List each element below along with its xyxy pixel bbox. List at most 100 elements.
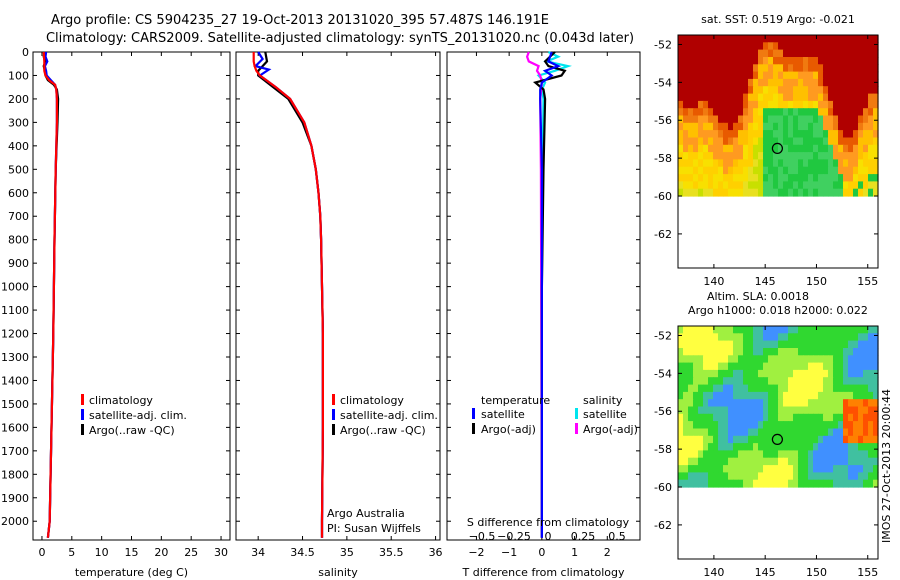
field-cell (813, 479, 819, 488)
field-cell (858, 152, 864, 160)
field-cell (828, 100, 834, 109)
field-cell (873, 144, 879, 153)
field-cell (708, 86, 714, 95)
x-tick-label: 0 (538, 546, 545, 559)
field-cell (723, 122, 729, 131)
field-cell (868, 159, 874, 168)
field-cell (693, 42, 699, 51)
field-cell (828, 49, 834, 58)
field-cell (728, 152, 734, 160)
field-cell (843, 399, 849, 408)
field-cell (858, 384, 864, 393)
field-cell (808, 115, 814, 124)
field-cell (863, 435, 869, 444)
field-cell (818, 384, 824, 393)
field-cell (868, 362, 874, 371)
field-cell (798, 465, 804, 473)
field-cell (773, 181, 779, 190)
field-cell (818, 174, 824, 182)
field-cell (798, 369, 804, 378)
field-cell (678, 57, 684, 65)
field-cell (773, 428, 779, 437)
x-tick-label: 20 (154, 546, 168, 559)
field-cell (698, 472, 704, 481)
field-cell (853, 450, 859, 459)
field-cell (858, 137, 864, 146)
field-cell (738, 421, 744, 429)
field-cell (818, 115, 824, 124)
field-cell (763, 435, 769, 444)
field-cell (723, 152, 729, 160)
legend-swatch (332, 394, 335, 405)
field-cell (778, 100, 784, 109)
field-cell (863, 78, 869, 87)
legend-swatch (575, 408, 578, 419)
field-cell (773, 152, 779, 160)
field-cell (853, 457, 859, 466)
field-cell (863, 333, 869, 342)
field-cell (783, 428, 789, 437)
field-cell (788, 326, 794, 334)
field-cell (823, 369, 829, 378)
field-cell (703, 100, 709, 109)
field-cell (758, 457, 764, 466)
field-cell (803, 100, 809, 109)
field-cell (843, 152, 849, 160)
field-cell (728, 465, 734, 473)
argo-position-marker (771, 433, 783, 446)
field-cell (733, 93, 739, 102)
field-cell (873, 49, 879, 58)
field-cell (833, 340, 839, 349)
field-cell (698, 86, 704, 95)
field-cell (808, 100, 814, 109)
field-cell (763, 64, 769, 73)
field-cell (813, 326, 819, 334)
field-cell (783, 472, 789, 481)
field-cell (798, 64, 804, 73)
field-cell (833, 64, 839, 73)
field-cell (813, 64, 819, 73)
field-cell (698, 137, 704, 146)
field-cell (753, 108, 759, 117)
field-cell (788, 472, 794, 481)
field-cell (838, 115, 844, 124)
field-cell (683, 108, 689, 117)
field-cell (818, 144, 824, 153)
field-cell (738, 472, 744, 481)
field-cell (823, 174, 829, 182)
field-cell (848, 399, 854, 408)
field-cell (798, 86, 804, 95)
imos-stamp: IMOS 27-Oct-2013 20:00:44 (880, 389, 893, 543)
field-cell (873, 377, 879, 386)
field-cell (793, 42, 799, 51)
field-cell (738, 78, 744, 87)
field-cell (678, 399, 684, 408)
y-tick-label: 1700 (1, 445, 29, 458)
field-cell (768, 174, 774, 182)
field-cell (708, 348, 714, 356)
field-cell (733, 465, 739, 473)
field-cell (823, 188, 829, 197)
field-cell (818, 377, 824, 386)
field-cell (848, 465, 854, 473)
field-cell (708, 49, 714, 58)
field-cell (863, 49, 869, 58)
field-cell (693, 479, 699, 488)
field-cell (738, 443, 744, 451)
field-cell (853, 472, 859, 481)
field-cell (818, 391, 824, 400)
field-cell (738, 122, 744, 131)
field-cell (738, 166, 744, 175)
x-tick-label: 36 (429, 546, 443, 559)
field-cell (688, 174, 694, 182)
field-cell (868, 137, 874, 146)
field-cell (813, 333, 819, 342)
field-cell (708, 377, 714, 386)
field-cell (708, 479, 714, 488)
field-cell (743, 450, 749, 459)
annotation-text: Argo Australia (327, 507, 405, 520)
field-cell (733, 49, 739, 58)
field-cell (778, 348, 784, 356)
field-cell (763, 71, 769, 80)
field-cell (853, 333, 859, 342)
